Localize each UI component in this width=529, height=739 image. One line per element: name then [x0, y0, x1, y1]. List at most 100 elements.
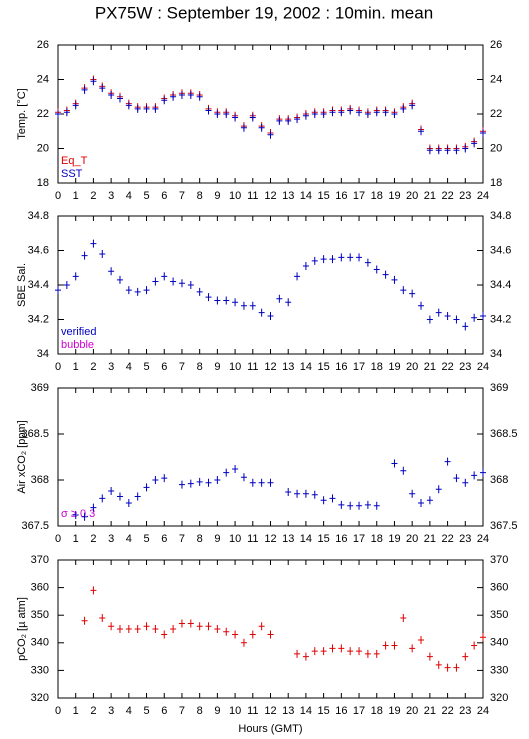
data-point: [81, 85, 88, 94]
data-point: [258, 622, 265, 631]
x-tick-label: 7: [179, 190, 185, 202]
x-tick-label: 22: [441, 705, 453, 717]
data-point: [453, 474, 460, 483]
data-point: [240, 473, 247, 482]
data-point: [418, 499, 425, 507]
data-point: [400, 466, 407, 475]
data-point: [134, 492, 141, 501]
x-tick-label: 15: [318, 705, 330, 717]
x-tick-label: 14: [300, 190, 312, 202]
data-point: [152, 476, 159, 484]
x-tick-label: 11: [247, 361, 258, 373]
x-tick-label: 1: [73, 533, 79, 545]
x-tick-label: 7: [179, 705, 185, 717]
x-tick-label: 4: [126, 361, 132, 373]
data-point: [196, 622, 203, 631]
data-point: [400, 286, 407, 295]
y-tick-label: 369: [31, 382, 49, 394]
x-tick-label: 21: [424, 190, 436, 202]
data-point: [63, 281, 70, 289]
data-point: [258, 123, 265, 132]
data-point: [125, 101, 132, 110]
data-point: [240, 638, 247, 647]
x-tick-label: 8: [197, 705, 203, 717]
data-point: [444, 457, 451, 466]
data-point: [214, 476, 221, 484]
data-point: [462, 322, 469, 331]
x-tick-label: 24: [477, 533, 489, 545]
data-point: [462, 478, 469, 487]
data-point: [205, 622, 212, 631]
x-tick-label: 16: [335, 533, 347, 545]
data-point: [302, 262, 309, 271]
data-point: [125, 625, 132, 633]
x-tick-label: 1: [73, 361, 79, 373]
x-tick-label: 21: [424, 361, 436, 373]
data-point: [72, 101, 79, 110]
data-point: [373, 265, 380, 274]
data-point: [426, 315, 433, 324]
data-point: [435, 485, 442, 494]
data-point: [232, 113, 239, 122]
x-tick-label: 18: [371, 190, 383, 202]
data-point: [125, 499, 132, 507]
data-point: [400, 613, 407, 622]
x-tick-label: 15: [318, 190, 330, 202]
y-tick-label: 368.5: [21, 428, 49, 440]
data-point: [143, 104, 150, 113]
data-point: [240, 301, 247, 310]
data-point: [240, 123, 247, 132]
data-point: [90, 239, 97, 248]
data-point: [116, 275, 123, 284]
y-tick-label: 26: [37, 39, 49, 51]
data-point: [143, 483, 150, 492]
data-point: [223, 627, 230, 636]
x-tick-label: 12: [264, 361, 276, 373]
data-point: [311, 256, 318, 265]
data-point: [187, 281, 194, 289]
y-tick-label-right: 34.2: [490, 313, 511, 325]
x-tick-label: 11: [247, 190, 258, 202]
x-tick-label: 5: [143, 190, 149, 202]
data-point: [356, 647, 363, 656]
y-tick-label-right: 34: [490, 348, 502, 360]
data-point: [453, 663, 460, 672]
data-point: [99, 494, 106, 503]
y-tick-label-right: 350: [490, 609, 508, 621]
y-tick-label: 368: [31, 474, 49, 486]
x-tick-label: 19: [388, 361, 400, 373]
plot-frame: [57, 215, 484, 355]
x-tick-label: 3: [108, 705, 114, 717]
data-point: [329, 255, 336, 264]
data-point: [232, 630, 239, 639]
x-tick-label: 5: [143, 705, 149, 717]
x-tick-label: 0: [55, 533, 61, 545]
data-point: [373, 501, 380, 510]
data-point: [320, 255, 327, 264]
data-point: [267, 312, 274, 321]
x-tick-label: 12: [264, 190, 276, 202]
x-tick-label: 16: [335, 190, 347, 202]
data-point: [134, 104, 141, 113]
x-tick-label: 11: [247, 705, 258, 717]
data-point: [178, 279, 185, 288]
x-tick-label: 14: [300, 705, 312, 717]
data-point: [276, 294, 283, 303]
data-point: [205, 478, 212, 487]
data-point: [232, 298, 239, 307]
x-tick-label: 21: [424, 705, 436, 717]
x-tick-label: 20: [406, 190, 418, 202]
x-tick-label: 4: [126, 190, 132, 202]
y-tick-label-right: 24: [490, 73, 502, 85]
x-tick-label: 20: [406, 705, 418, 717]
x-tick-label: 6: [161, 705, 167, 717]
data-point: [249, 478, 256, 487]
legend-entry: SST: [61, 168, 83, 180]
x-tick-label: 22: [441, 361, 453, 373]
data-point: [152, 104, 159, 113]
y-tick-label: 350: [31, 609, 49, 621]
y-axis-label: SBE Sal.: [16, 263, 28, 307]
y-tick-label-right: 34.6: [490, 244, 511, 256]
data-point: [471, 471, 478, 480]
data-point: [418, 301, 425, 310]
